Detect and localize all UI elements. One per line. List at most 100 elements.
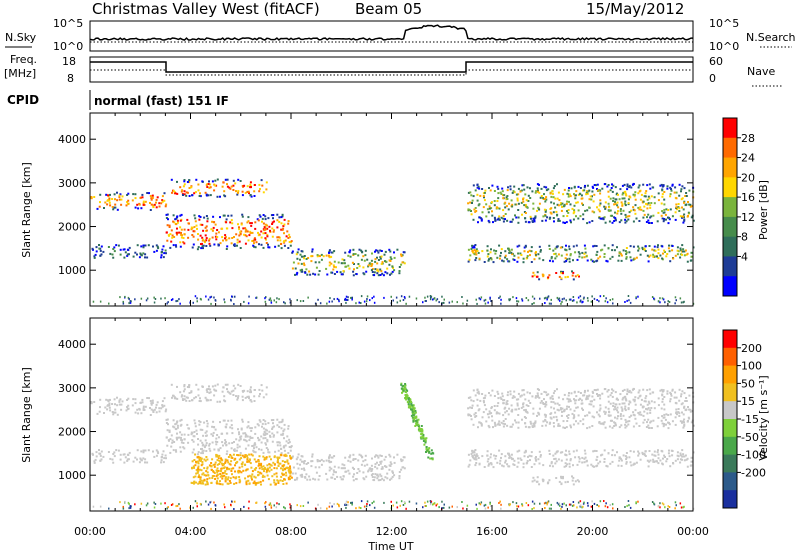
- power-cell: [692, 219, 695, 222]
- velocity-cell: [186, 386, 189, 388]
- velocity-cell: [474, 456, 477, 459]
- velocity-cell: [583, 457, 586, 460]
- power-cell: [193, 230, 196, 233]
- velocity-cell: [642, 414, 645, 417]
- velocity-cell: [411, 411, 414, 414]
- power-cell: [477, 221, 479, 224]
- velocity-cell: [497, 397, 500, 400]
- power-cell: [430, 295, 433, 298]
- velocity-cell: [532, 476, 535, 479]
- velocity-cell: [578, 460, 581, 463]
- velocity-cell: [550, 412, 553, 415]
- power-cell: [580, 197, 583, 200]
- velocity-cell: [224, 460, 227, 463]
- velocity-cell: [371, 502, 373, 505]
- velocity-cell: [513, 464, 516, 466]
- velocity-cell: [302, 505, 305, 507]
- power-cell: [129, 301, 132, 304]
- power-cell: [188, 195, 191, 197]
- power-cell: [241, 194, 244, 197]
- velocity-cell: [637, 450, 640, 453]
- power-cell: [152, 206, 155, 208]
- power-cell: [542, 259, 545, 262]
- velocity-cell: [470, 415, 472, 417]
- velocity-cell: [631, 388, 634, 391]
- velocity-cell: [418, 429, 421, 432]
- power-cell: [553, 253, 556, 255]
- velocity-cell: [274, 450, 277, 453]
- power-cell: [161, 248, 164, 251]
- velocity-colorbar-label: Velocity [m s⁻¹]: [757, 375, 770, 460]
- velocity-cell: [650, 407, 653, 409]
- velocity-cell: [230, 390, 233, 393]
- velocity-cell: [562, 420, 565, 423]
- velocity-cell: [238, 433, 241, 436]
- velocity-cell: [556, 402, 559, 405]
- power-cell: [283, 223, 286, 226]
- velocity-cell: [263, 457, 266, 459]
- velocity-cell: [224, 458, 227, 461]
- velocity-cell: [523, 393, 526, 396]
- power-cell: [556, 214, 558, 217]
- power-cell: [300, 262, 303, 265]
- power-cell: [481, 188, 484, 190]
- velocity-cell: [255, 482, 258, 485]
- velocity-cell: [332, 469, 335, 472]
- velocity-cell: [253, 389, 256, 391]
- velocity-cell: [429, 503, 432, 506]
- power-cell: [282, 225, 285, 227]
- velocity-cell: [379, 461, 382, 464]
- power-cell: [415, 297, 418, 300]
- velocity-cell: [552, 422, 555, 424]
- velocity-cell: [436, 503, 439, 506]
- velocity-cell: [193, 419, 196, 422]
- velocity-cell: [545, 501, 547, 504]
- velocity-cell: [380, 460, 383, 463]
- time-tick-label: 08:00: [275, 525, 307, 538]
- power-cell: [473, 245, 476, 248]
- velocity-cell: [420, 428, 423, 430]
- power-cell: [284, 302, 286, 305]
- power-cell: [377, 251, 380, 254]
- power-cell: [689, 205, 692, 208]
- power-cell: [583, 244, 586, 247]
- power-cell: [345, 295, 348, 298]
- velocity-cell: [401, 466, 404, 469]
- velocity-colorbar-tick-label: 100: [741, 360, 762, 373]
- velocity-cell: [160, 502, 162, 505]
- velocity-cell: [363, 464, 366, 467]
- power-cell: [666, 185, 669, 188]
- power-cell: [607, 190, 610, 193]
- velocity-cell: [403, 386, 406, 388]
- velocity-cell: [467, 413, 470, 416]
- velocity-cell: [634, 417, 637, 420]
- power-cell: [596, 250, 599, 253]
- velocity-cell: [681, 449, 684, 452]
- power-cell: [297, 248, 300, 251]
- velocity-cell: [480, 424, 483, 427]
- velocity-cell: [126, 453, 129, 456]
- power-cell: [491, 210, 493, 213]
- power-cell: [400, 295, 403, 298]
- power-cell: [258, 243, 260, 246]
- power-cell: [620, 254, 623, 257]
- power-cell: [99, 201, 101, 204]
- velocity-cell: [99, 398, 102, 401]
- power-cell: [544, 214, 547, 217]
- velocity-cell: [153, 408, 156, 411]
- velocity-cell: [663, 403, 666, 406]
- velocity-cell: [654, 454, 657, 457]
- power-cell: [424, 296, 426, 299]
- power-cell: [488, 205, 491, 208]
- velocity-cell: [541, 424, 544, 427]
- power-cell: [258, 183, 261, 186]
- velocity-cell: [490, 412, 493, 415]
- power-cell: [554, 206, 557, 209]
- power-cell: [522, 200, 525, 203]
- velocity-cell: [657, 462, 660, 465]
- velocity-cell: [689, 464, 692, 467]
- velocity-cell: [628, 389, 631, 392]
- velocity-cell: [307, 462, 310, 464]
- power-cell: [148, 192, 150, 195]
- velocity-cell: [150, 403, 153, 406]
